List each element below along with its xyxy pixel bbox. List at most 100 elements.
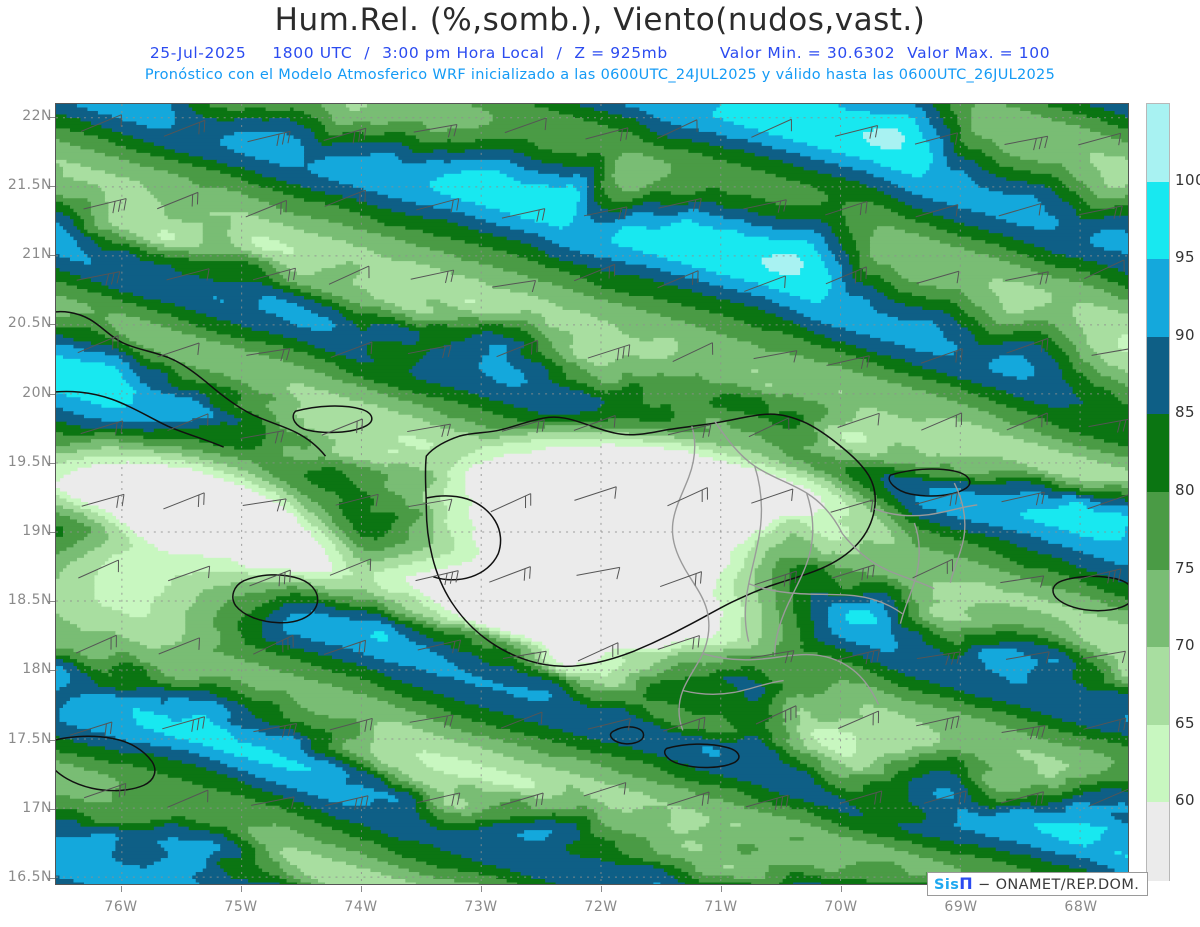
wind-barb-feather xyxy=(363,128,367,141)
colorbar-band xyxy=(1147,259,1169,338)
y-tick-label: 20N xyxy=(22,384,52,401)
wind-barb-feather xyxy=(456,198,460,211)
wind-barb-shaft xyxy=(245,199,287,218)
undefined xyxy=(232,574,319,624)
attribution-agency: − ONAMET/REP.DOM. xyxy=(978,877,1140,893)
pi-logo-glyph: Π xyxy=(959,874,974,893)
colorbar-tick-label: 65 xyxy=(1175,713,1196,732)
wind-barb-shaft xyxy=(916,270,960,284)
wind-barb-feather xyxy=(614,486,617,499)
wind-barb-feather xyxy=(956,716,960,729)
wind-barb-feather xyxy=(618,207,622,220)
wind-barb-shaft xyxy=(416,792,460,804)
colorbar-band xyxy=(1147,336,1169,415)
colorbar-tick-label: 75 xyxy=(1175,558,1196,577)
wind-barb-shaft xyxy=(667,791,710,806)
x-tick-mark xyxy=(841,886,842,892)
wind-barb-shaft xyxy=(577,642,619,662)
wind-barb-feather xyxy=(531,280,536,293)
y-tick-mark xyxy=(48,739,55,741)
y-tick-label: 19.5N xyxy=(7,453,52,470)
wind-barb-feather xyxy=(692,637,695,650)
wind-barb-feather xyxy=(293,268,296,281)
province-border xyxy=(682,679,784,695)
wind-barb-shaft xyxy=(496,339,538,358)
wind-barb-shaft xyxy=(323,639,366,655)
wind-barb-feather xyxy=(203,120,206,133)
wind-barb-feather xyxy=(120,420,124,433)
colorbar-band xyxy=(1147,569,1169,648)
wind-barb-feather xyxy=(791,488,794,502)
wind-barb-feather xyxy=(359,796,364,809)
wind-barb-shaft xyxy=(672,342,713,362)
wind-barb-feather xyxy=(861,568,864,581)
y-tick-mark xyxy=(48,601,55,603)
y-tick-label: 18.5N xyxy=(7,592,52,609)
wind-barb-feather xyxy=(944,718,949,731)
wind-barb-shaft xyxy=(329,558,371,576)
wind-barb-feather xyxy=(950,717,954,730)
wind-barb-feather xyxy=(960,348,963,361)
wind-barb-feather xyxy=(444,573,448,586)
wind-barb-feather xyxy=(625,127,629,140)
wind-barb-feather xyxy=(449,571,454,584)
wind-barb-shaft xyxy=(914,132,958,145)
wind-barb-feather xyxy=(124,783,127,796)
x-tick-label: 74W xyxy=(344,899,378,915)
wind-barb-feather xyxy=(544,117,547,131)
undefined xyxy=(1052,575,1128,612)
y-tick-mark xyxy=(48,324,55,326)
wind-barb-shaft xyxy=(658,197,702,209)
wind-barb-feather xyxy=(1045,651,1050,664)
wind-barb-feather xyxy=(453,124,458,137)
wind-barb-feather xyxy=(281,725,286,738)
wind-barb-shaft xyxy=(587,718,631,730)
wind-barb-shaft xyxy=(656,119,698,139)
wind-barb-feather xyxy=(784,651,789,664)
wind-barb-feather xyxy=(197,342,200,356)
wind-barb-feather xyxy=(365,795,369,808)
wind-barb-feather xyxy=(537,652,542,664)
wind-barb-shaft xyxy=(839,790,882,804)
wind-barb-shaft xyxy=(832,564,875,579)
wind-barb-feather xyxy=(789,572,792,585)
wind-barb-shaft xyxy=(240,430,284,440)
y-tick-label: 17.5N xyxy=(7,730,52,747)
wind-barb-shaft xyxy=(587,344,630,359)
y-tick-mark xyxy=(48,878,55,880)
wind-barb-feather xyxy=(623,206,628,219)
wind-barb-feather xyxy=(956,651,961,664)
wind-barb-feather xyxy=(104,723,107,736)
wind-barb-shaft xyxy=(162,716,205,730)
x-tick-label: 71W xyxy=(704,899,738,915)
wind-barb-shaft xyxy=(837,412,880,428)
wind-barb-shaft xyxy=(410,269,454,280)
page-title: Hum.Rel. (%,somb.), Viento(nudos,vast.) xyxy=(274,2,926,38)
wind-barb-shaft xyxy=(1088,788,1128,807)
colorbar-tick-label: 90 xyxy=(1175,325,1196,344)
y-tick-label: 17N xyxy=(22,799,52,816)
wind-barb-shaft xyxy=(1088,418,1128,428)
colorbar xyxy=(1146,103,1170,881)
subtitle-valid-time: 25-Jul-2025 1800 UTC/3:00 pm Hora Local / Z… xyxy=(149,44,1051,62)
wind-barb-shaft xyxy=(321,418,363,436)
wind-barb-shaft xyxy=(324,189,366,207)
wind-barb-feather xyxy=(1113,206,1118,219)
wind-barb-shaft xyxy=(1000,575,1044,584)
wind-barb-feather xyxy=(364,719,368,732)
wind-barb-feather xyxy=(283,572,286,585)
colorbar-band xyxy=(1147,414,1169,493)
wind-barb-shaft xyxy=(916,715,960,727)
wind-barb-shaft xyxy=(163,492,205,510)
map-plot-area[interactable] xyxy=(55,103,1129,885)
wind-barb-feather xyxy=(956,271,960,284)
wind-barb-shaft xyxy=(163,119,206,137)
wind-barb-feather xyxy=(290,796,295,809)
wind-barb-feather xyxy=(293,723,298,736)
wind-barb-feather xyxy=(541,419,545,432)
undefined xyxy=(663,743,740,769)
wind-barb-feather xyxy=(529,566,531,579)
wind-barb-shaft xyxy=(576,566,620,576)
wind-barb-feather xyxy=(879,790,883,804)
wind-barb-shaft xyxy=(1079,205,1123,216)
